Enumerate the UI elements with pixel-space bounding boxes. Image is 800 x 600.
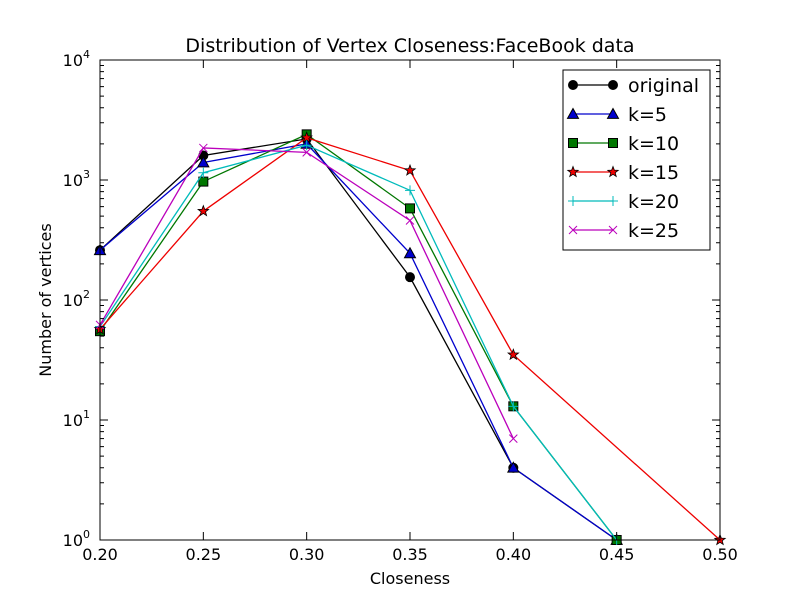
y-tick-exponent: 2 <box>83 288 90 301</box>
data-point <box>405 203 415 214</box>
x-tick-label: 0.45 <box>599 545 635 564</box>
y-tick-base: 10 <box>63 51 83 70</box>
y-tick-label: 102 <box>63 288 90 310</box>
data-point <box>405 216 415 225</box>
data-point <box>302 147 312 157</box>
legend-label: original <box>628 75 699 97</box>
legend-marker <box>568 80 578 90</box>
y-tick-label: 104 <box>63 48 90 70</box>
legend-marker <box>606 107 620 119</box>
legend-marker <box>606 165 620 178</box>
chart-title: Distribution of Vertex Closeness:FaceBoo… <box>185 35 634 57</box>
legend-item: original <box>568 75 699 97</box>
legend-marker <box>608 138 618 148</box>
legend: original k=5 k=10 k=15 k=20 k=25 <box>562 69 711 251</box>
series-5 <box>95 143 518 443</box>
x-tick-label: 0.20 <box>82 545 118 564</box>
legend-item: k=10 <box>568 133 679 155</box>
x-tick-label: 0.50 <box>702 545 738 564</box>
legend-item: k=25 <box>568 220 679 242</box>
data-point <box>301 140 312 151</box>
data-point <box>508 434 518 443</box>
y-tick-label: 101 <box>63 408 90 430</box>
x-tick-label: 0.25 <box>186 545 222 564</box>
legend-marker <box>608 196 618 206</box>
legend-marker <box>608 225 618 235</box>
data-point <box>506 461 520 473</box>
legend-label: k=25 <box>628 220 679 242</box>
y-tick-base: 10 <box>63 531 83 550</box>
data-point <box>405 272 415 283</box>
data-point <box>403 246 417 259</box>
data-point <box>197 204 210 217</box>
y-tick-exponent: 1 <box>83 408 90 421</box>
legend-marker <box>568 225 578 235</box>
tick-layer: 0.20 0.25 0.30 0.35 0.40 0.45 0.50100101102103… <box>63 48 738 564</box>
x-tick-label: 0.40 <box>496 545 532 564</box>
y-tick-base: 10 <box>63 171 83 190</box>
x-tick-label: 0.30 <box>289 545 325 564</box>
legend-marker <box>568 138 578 148</box>
data-point <box>196 155 210 168</box>
y-tick-exponent: 3 <box>83 168 90 181</box>
series-4 <box>95 140 622 545</box>
y-tick-exponent: 0 <box>83 528 90 541</box>
data-point <box>405 185 415 196</box>
series-line <box>99 137 721 541</box>
legend-label: k=15 <box>628 162 679 184</box>
legend-marker <box>608 80 618 90</box>
y-tick-exponent: 4 <box>83 48 90 61</box>
legend-item: k=20 <box>568 191 679 213</box>
y-tick-label: 100 <box>63 528 90 550</box>
y-tick-base: 10 <box>63 291 83 310</box>
series-line <box>99 144 618 541</box>
series-layer <box>93 129 727 546</box>
data-point <box>198 143 208 153</box>
legend-frame <box>562 69 711 251</box>
data-point <box>508 401 519 412</box>
legend-item: k=5 <box>566 104 667 126</box>
data-point <box>300 131 313 144</box>
legend-label: k=5 <box>628 104 667 126</box>
y-tick-label: 103 <box>63 168 90 190</box>
x-tick-label: 0.35 <box>392 545 428 564</box>
y-tick-base: 10 <box>63 411 83 430</box>
legend-marker <box>566 165 580 178</box>
legend-label: k=20 <box>628 191 679 213</box>
legend-label: k=10 <box>628 133 679 155</box>
legend-marker <box>566 107 580 119</box>
x-axis-title: Closeness <box>370 569 450 588</box>
legend-marker <box>568 196 578 206</box>
data-point <box>198 167 209 178</box>
y-axis-title: Number of vertices <box>36 223 55 376</box>
data-point <box>507 348 520 361</box>
data-point <box>403 163 417 176</box>
legend-item: k=15 <box>566 162 679 184</box>
